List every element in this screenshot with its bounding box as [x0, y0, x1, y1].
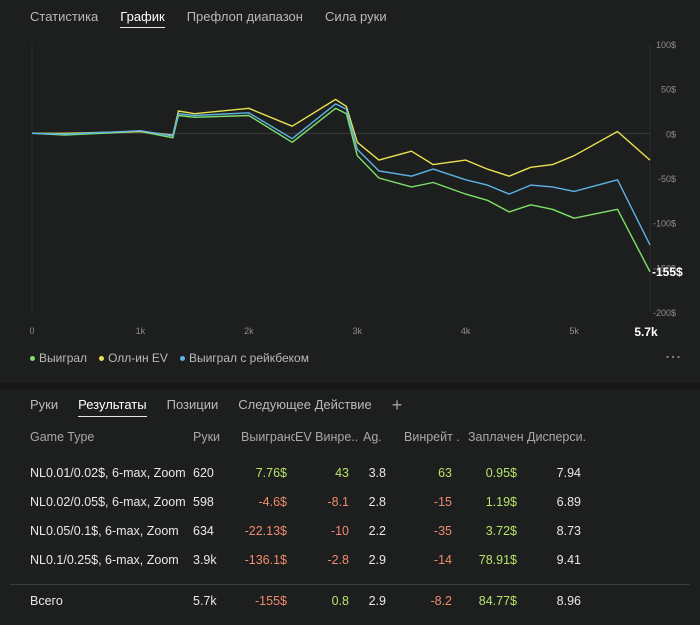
add-tab-icon[interactable]: +	[391, 395, 403, 415]
legend-label-won-rakeback: Выиграл с рейкбеком	[188, 351, 309, 365]
y-tick-label: -200$	[653, 308, 676, 318]
top-tab-bar: Статистика График Префлоп диапазон Сила …	[0, 0, 700, 32]
cell-winrate: -8.2	[430, 594, 452, 608]
y-tick-label: -100$	[653, 219, 676, 229]
cell-game-type: NL0.01/0.02$, 6-max, Zoom	[30, 465, 186, 480]
cell-game-type: NL0.1/0.25$, 6-max, Zoom	[30, 552, 179, 567]
cell-hands: 634	[193, 523, 214, 538]
total-divider	[10, 584, 690, 585]
header-variance[interactable]: Дисперси...	[527, 430, 587, 444]
cell-won: -4.6$	[258, 494, 288, 509]
header-ev-winrate[interactable]: EV Винре...	[295, 430, 357, 444]
y-tick-label: -50$	[658, 174, 676, 184]
cell-paid: 1.19$	[485, 494, 517, 509]
table-total-row[interactable]: Всего 5.7k -155$ 0.8 2.9 -8.2 84.77$ 8.9…	[0, 585, 700, 617]
x-end-label: 5.7k	[634, 325, 658, 339]
y-tick-label: 100$	[656, 40, 676, 50]
cell-game-type: NL0.05/0.1$, 6-max, Zoom	[30, 523, 179, 538]
table-row[interactable]: NL0.1/0.25$, 6-max, Zoom 3.9k -136.1$ -2…	[0, 545, 700, 574]
table-row[interactable]: NL0.01/0.02$, 6-max, Zoom 620 7.76$ 43 3…	[0, 458, 700, 487]
legend-label-allin-ev: Олл-ин EV	[108, 351, 168, 365]
cell-aggression: 3.8	[368, 465, 386, 480]
cell-aggression: 2.2	[368, 523, 386, 538]
cell-winrate: -15	[433, 494, 452, 509]
cell-won: 7.76$	[255, 465, 287, 480]
tab-next-action[interactable]: Следующее Действие	[238, 397, 372, 412]
cell-ev-winrate: -2.8	[327, 552, 349, 567]
cell-won: -22.13$	[244, 523, 287, 538]
header-hands[interactable]: Руки	[193, 430, 221, 444]
cell-ev-winrate: -10	[330, 523, 349, 538]
legend-dot-allin-ev	[99, 355, 105, 361]
cell-paid: 3.72$	[485, 523, 517, 538]
tab-hands[interactable]: Руки	[30, 397, 59, 412]
cell-hands: 3.9k	[193, 552, 217, 567]
cell-variance: 8.96	[556, 594, 581, 608]
legend-item-allin-ev[interactable]: Олл-ин EV	[99, 351, 168, 365]
tab-preflop-range[interactable]: Префлоп диапазон	[186, 9, 303, 24]
results-table: Game Type Руки Выиграно EV Винре... Ag. …	[0, 422, 700, 617]
chart-legend: Выиграл Олл-ин EV Выиграл с рейкбеком	[30, 351, 309, 365]
table-header: Game Type Руки Выиграно EV Винре... Ag. …	[0, 422, 700, 452]
table-row[interactable]: NL0.05/0.1$, 6-max, Zoom 634 -22.13$ -10…	[0, 516, 700, 545]
cell-paid: 78.91$	[478, 552, 517, 567]
x-tick-label: 4k	[461, 326, 471, 336]
cell-aggression: 2.8	[368, 494, 386, 509]
legend-dot-won-rakeback	[179, 355, 185, 361]
y-tick-label: 50$	[661, 85, 676, 95]
cell-won: -155$	[255, 594, 287, 608]
section-divider	[0, 383, 700, 389]
row-spacer	[0, 574, 700, 584]
header-paid[interactable]: Заплачен...	[468, 430, 523, 444]
x-tick-label: 2k	[244, 326, 254, 336]
legend-dot-won	[30, 355, 35, 361]
cell-ev-winrate: 43	[335, 465, 349, 480]
cell-hands: 598	[193, 494, 214, 509]
cell-paid: 0.95$	[485, 465, 517, 480]
cell-game-type: Всего	[30, 594, 63, 608]
cell-ev-winrate: -8.1	[327, 494, 349, 509]
results-tab-bar: Руки Результаты Позиции Следующее Действ…	[0, 390, 700, 420]
tab-results[interactable]: Результаты	[78, 393, 147, 417]
cell-aggression: 2.9	[368, 594, 386, 608]
header-won[interactable]: Выиграно	[241, 430, 295, 444]
cell-variance: 7.94	[556, 465, 581, 480]
x-tick-label: 0	[29, 326, 34, 336]
end-value-label: -155$	[652, 265, 683, 279]
tab-chart[interactable]: График	[120, 4, 165, 28]
cell-winrate: -14	[433, 552, 452, 567]
tab-hand-strength[interactable]: Сила руки	[324, 9, 387, 24]
legend-item-won[interactable]: Выиграл	[30, 351, 87, 365]
header-winrate[interactable]: Винрейт ...	[404, 430, 460, 444]
cell-variance: 8.73	[556, 523, 581, 538]
cell-aggression: 2.9	[368, 552, 386, 567]
legend-label-won: Выиграл	[39, 351, 88, 365]
y-tick-label: 0$	[666, 129, 676, 139]
cell-game-type: NL0.02/0.05$, 6-max, Zoom	[30, 494, 186, 509]
cell-won: -136.1$	[244, 552, 287, 567]
x-tick-label: 5k	[569, 326, 579, 336]
series-line-2	[31, 103, 651, 246]
legend-item-won-rakeback[interactable]: Выиграл с рейкбеком	[179, 351, 309, 365]
y-tick-label: -150$	[653, 263, 676, 273]
table-row[interactable]: NL0.02/0.05$, 6-max, Zoom 598 -4.6$ -8.1…	[0, 487, 700, 516]
header-game-type[interactable]: Game Type	[30, 430, 95, 444]
tab-statistics[interactable]: Статистика	[30, 9, 99, 24]
cell-variance: 9.41	[556, 552, 581, 567]
x-tick-label: 1k	[136, 326, 146, 336]
cell-winrate: 63	[438, 465, 452, 480]
cell-hands: 620	[193, 465, 214, 480]
profit-chart[interactable]: 100$ 50$ 0$ -50$ -100$ -150$ -200$ 0 1k 2k 3k 4k 5k 5…	[0, 30, 700, 350]
cell-ev-winrate: 0.8	[331, 594, 349, 608]
chart-svg: 100$ 50$ 0$ -50$ -100$ -150$ -200$ 0 1k 2k 3k 4k 5k 5…	[29, 40, 683, 339]
cell-hands: 5.7k	[193, 594, 217, 608]
x-tick-label: 3k	[353, 326, 363, 336]
tab-positions[interactable]: Позиции	[166, 397, 219, 412]
series-line-0	[31, 107, 651, 273]
cell-winrate: -35	[433, 523, 452, 538]
cell-paid: 84.77$	[478, 594, 517, 608]
chart-more-menu-icon[interactable]: ⋮	[664, 349, 681, 365]
cell-variance: 6.89	[556, 494, 581, 509]
header-aggression[interactable]: Ag.	[363, 430, 382, 444]
